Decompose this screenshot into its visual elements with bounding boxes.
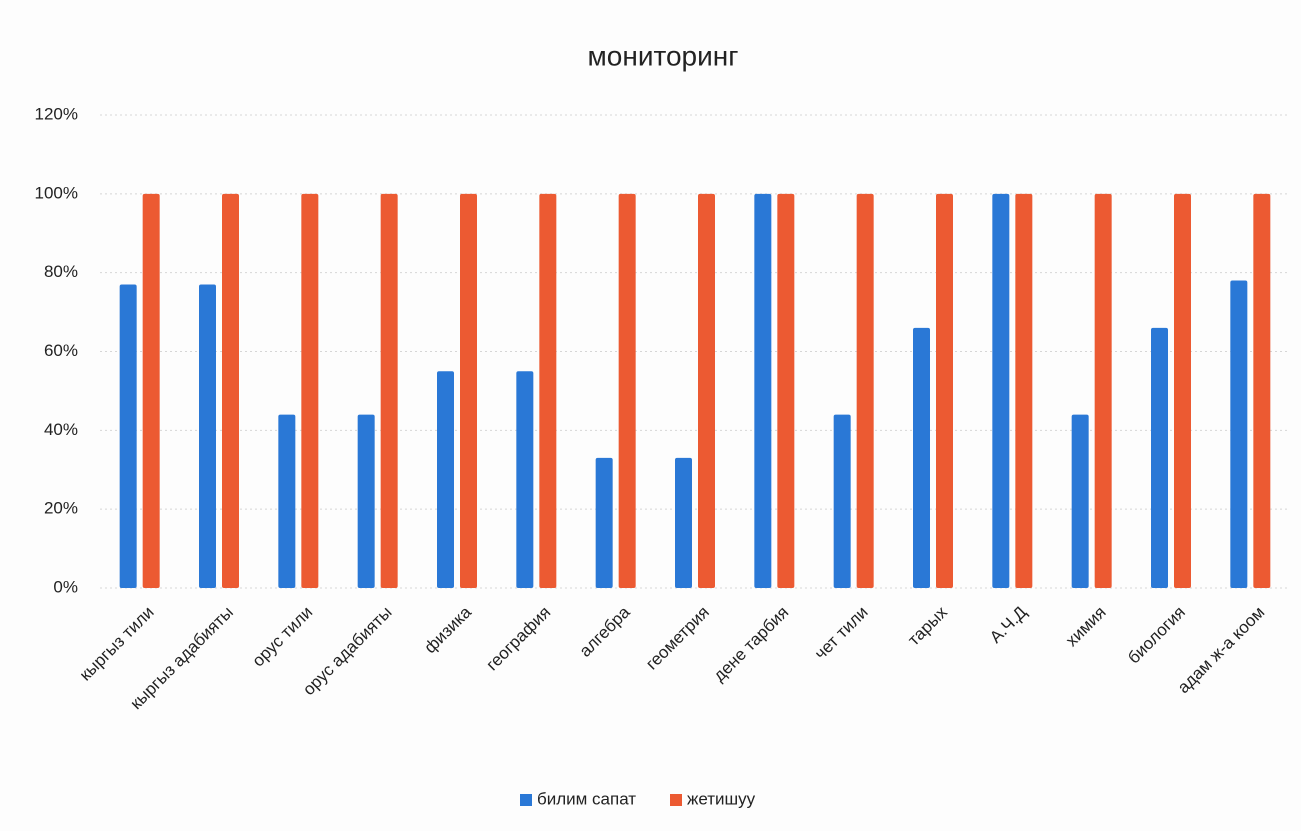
y-tick-label: 40% [44, 420, 78, 439]
bar [754, 193, 772, 589]
bar [595, 457, 613, 588]
bar [777, 193, 795, 589]
bar [539, 193, 557, 589]
legend-label: билим сапат [537, 789, 636, 808]
bar [698, 193, 715, 589]
legend-swatch [670, 794, 682, 806]
bar [1094, 193, 1112, 589]
y-tick-label: 100% [35, 183, 78, 202]
bar [1174, 193, 1191, 589]
bar [357, 414, 375, 588]
chart-title: мониторинг [588, 40, 739, 71]
bar [833, 414, 851, 588]
y-tick-label: 120% [35, 104, 78, 123]
legend-swatch [520, 794, 532, 806]
y-tick-label: 60% [44, 341, 78, 360]
bar [301, 193, 319, 589]
bar [460, 193, 477, 589]
bar [675, 457, 692, 588]
bar [119, 284, 137, 588]
y-tick-label: 80% [44, 262, 78, 281]
bar [1151, 327, 1168, 588]
bar [1071, 414, 1089, 588]
bar [992, 193, 1010, 589]
bar [1230, 280, 1248, 588]
bar [199, 284, 216, 588]
bar [380, 193, 398, 589]
bar [936, 193, 953, 589]
bar [1015, 193, 1033, 589]
y-tick-label: 0% [53, 577, 78, 596]
bar [1253, 193, 1271, 589]
bar [913, 327, 930, 588]
bar [516, 371, 534, 588]
bar [222, 193, 239, 589]
legend-label: жетишуу [687, 789, 756, 808]
bar [142, 193, 160, 589]
bar [437, 371, 454, 588]
bar [618, 193, 636, 589]
bar [278, 414, 296, 588]
y-tick-label: 20% [44, 499, 78, 518]
bar [856, 193, 874, 589]
